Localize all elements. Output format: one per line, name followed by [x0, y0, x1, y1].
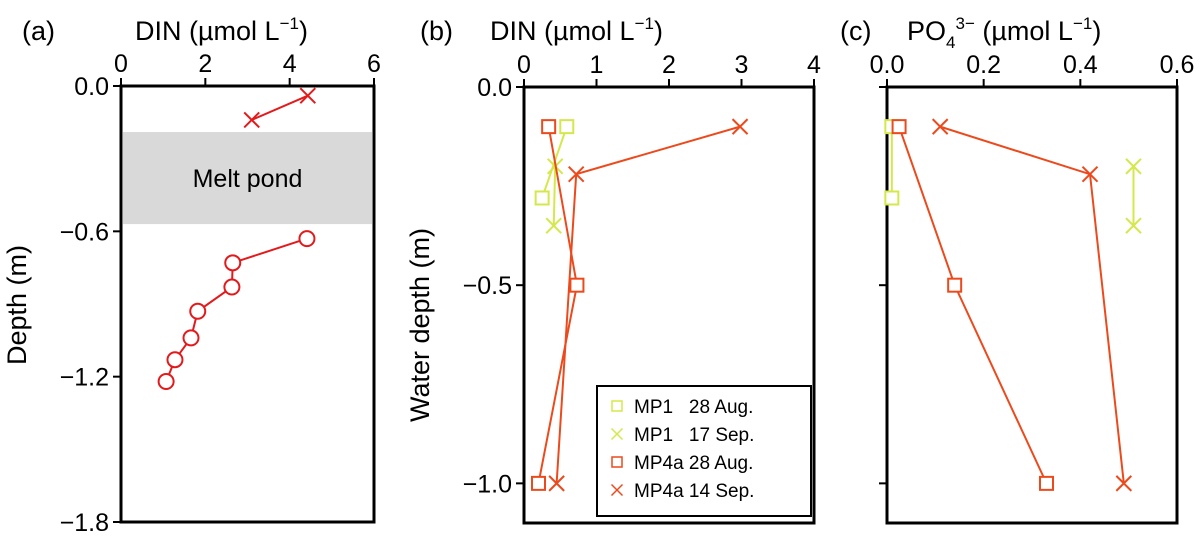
data-point — [931, 118, 949, 135]
data-point — [545, 217, 562, 234]
melt-pond-band — [123, 132, 372, 225]
x-tick-label: 1 — [590, 51, 604, 79]
data-point — [298, 230, 316, 248]
x-tick-label: 2 — [662, 51, 676, 79]
y-tick-label: 0.0 — [74, 73, 109, 101]
panel-a-frame — [119, 84, 376, 524]
y-tick-label: −0.6 — [60, 218, 109, 246]
data-point — [947, 277, 963, 293]
x-tick-label: 0 — [114, 50, 128, 78]
series-mp4a-28-aug — [891, 119, 1054, 491]
data-point — [1115, 475, 1133, 492]
series-line — [898, 126, 1048, 484]
series-mp4a-28-aug — [531, 119, 585, 491]
plot-frame — [885, 85, 1179, 525]
data-point — [223, 278, 241, 296]
data-point — [166, 351, 184, 369]
panel-a-series — [157, 87, 317, 391]
panel-c-series — [884, 118, 1142, 492]
legend-marker-square — [611, 400, 623, 412]
panel-b-label: (b) — [420, 16, 453, 46]
panel-b-x-axis-title: DIN (µmol L−1) — [490, 14, 663, 46]
data-point — [891, 119, 907, 135]
data-point — [224, 254, 242, 272]
panel-c-frame — [885, 85, 1179, 525]
x-tick-label: 0.0 — [870, 51, 905, 79]
data-point — [1039, 475, 1054, 491]
panel-b-series — [531, 118, 749, 492]
panel-a-label: (a) — [22, 16, 55, 46]
legend-marker-x — [610, 427, 624, 441]
data-point — [1125, 217, 1142, 234]
panel-b-y-ticks: 0.0 −0.5 −1.0 — [463, 74, 524, 498]
legend-entry: MP4a 14 Sep. — [610, 481, 754, 502]
data-point — [243, 111, 260, 129]
legend-entry: MP1 28 Aug. — [611, 397, 753, 418]
data-point — [541, 119, 557, 135]
legend-entry: MP1 17 Sep. — [610, 425, 754, 446]
panel-c-y-ticks — [879, 86, 887, 485]
data-point — [182, 329, 200, 347]
data-point — [531, 475, 546, 491]
series-mp4a-14-sep — [931, 118, 1133, 492]
y-tick-label: −0.5 — [463, 272, 512, 300]
y-tick-label: −1.2 — [60, 364, 109, 392]
data-point — [189, 302, 207, 320]
data-point — [569, 277, 585, 293]
x-tick-label: 0.2 — [966, 51, 1001, 79]
x-tick-label: 2 — [198, 50, 212, 78]
data-point — [157, 373, 175, 391]
legend-marker-x — [610, 483, 624, 497]
panel-b-legend: MP1 28 Aug. MP1 17 Sep. MP4a 28 Aug. MP4a 1… — [596, 385, 812, 517]
series-ice-below — [157, 230, 316, 391]
legend-label: MP4a 28 Aug. — [634, 453, 753, 474]
legend-label: MP4a 14 Sep. — [634, 481, 754, 502]
panel-a-y-axis-title: Depth (m) — [2, 245, 32, 365]
legend-box — [596, 385, 812, 517]
data-point — [567, 165, 585, 183]
legend-label: MP1 17 Sep. — [634, 425, 754, 446]
x-tick-label: 0 — [517, 51, 531, 79]
panel-b-y-axis-title: Water depth (m) — [405, 228, 435, 422]
panel-a-bands: Melt pond — [123, 132, 372, 225]
x-tick-label: 4 — [807, 51, 821, 79]
y-tick-label: −1.8 — [60, 509, 109, 537]
plot-frame — [119, 84, 376, 524]
data-point — [548, 475, 565, 492]
panel-a: (a) DIN (µmol L−1) Depth (m) Melt pond 0… — [2, 14, 381, 537]
data-point — [1081, 165, 1099, 183]
data-point — [299, 87, 317, 104]
x-tick-label: 0.4 — [1063, 51, 1098, 79]
x-tick-label: 6 — [367, 50, 381, 78]
y-tick-label: 0.0 — [477, 74, 512, 102]
panel-c-label: (c) — [840, 16, 871, 46]
panel-a-x-ticks: 0 2 4 6 — [114, 50, 381, 86]
series-line — [251, 94, 309, 121]
panel-a-y-ticks: 0.0 −0.6 −1.2 −1.8 — [60, 73, 121, 537]
data-point — [559, 119, 575, 135]
series-line — [552, 166, 557, 226]
legend-marker-square — [611, 456, 623, 468]
series-mp1-17-sep — [1125, 158, 1142, 234]
series-ice-above — [243, 87, 317, 129]
panel-c: (c) PO43− (µmol L−1) 0.0 0.2 0.4 0.6 — [840, 14, 1195, 525]
y-tick-label: −1.0 — [463, 470, 512, 498]
x-tick-label: 3 — [735, 51, 749, 79]
legend-entry: MP4a 28 Aug. — [611, 453, 753, 474]
legend-label: MP1 28 Aug. — [634, 397, 753, 418]
panel-a-x-axis-title: DIN (µmol L−1) — [135, 14, 308, 46]
panel-b-x-ticks: 0 1 2 3 4 — [517, 51, 821, 87]
panel-b: (b) DIN (µmol L−1) Water depth (m) 0 1 2 3 4… — [405, 14, 821, 525]
data-point — [884, 190, 900, 206]
x-tick-label: 0.6 — [1160, 51, 1195, 79]
data-point — [731, 118, 749, 135]
panel-c-x-ticks: 0.0 0.2 0.4 0.6 — [870, 51, 1195, 87]
melt-pond-label: Melt pond — [193, 165, 303, 193]
data-point — [1125, 158, 1142, 175]
x-tick-label: 4 — [283, 50, 297, 78]
panel-c-x-axis-title: PO43− (µmol L−1) — [907, 14, 1101, 52]
series-mp4a-14-sep — [548, 118, 749, 492]
data-point — [534, 190, 550, 206]
